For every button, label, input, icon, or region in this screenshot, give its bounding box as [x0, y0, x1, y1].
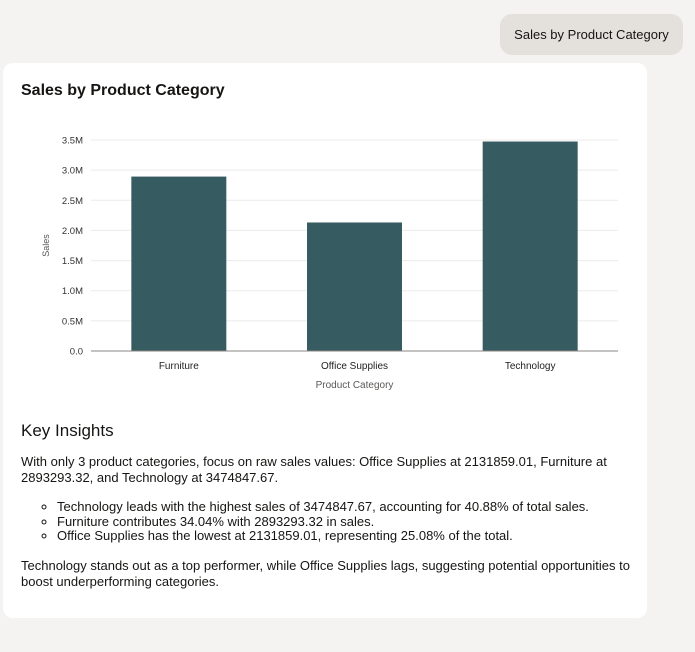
y-tick-label: 2.5M [62, 196, 83, 207]
x-tick-label: Furniture [159, 361, 199, 372]
insights-bullet-list: Technology leads with the highest sales … [21, 499, 633, 544]
insight-bullet: Furniture contributes 34.04% with 289329… [57, 514, 633, 530]
response-card: Sales by Product Category 0.0 0.5M 1.0M 1.5… [3, 63, 647, 618]
insight-bullet: Office Supplies has the lowest at 213185… [57, 528, 633, 544]
bar-technology [482, 141, 578, 351]
user-message-bubble: Sales by Product Category [500, 14, 683, 55]
y-tick-label: 1.5M [62, 256, 83, 267]
y-tick-label: 3.0M [62, 166, 83, 177]
y-tick-label: 0.0 [70, 347, 83, 358]
insight-bullet: Technology leads with the highest sales … [57, 499, 633, 515]
y-tick-label: 0.5M [62, 316, 83, 327]
insights-intro: With only 3 product categories, focus on… [21, 454, 607, 485]
bar-furniture [131, 176, 227, 351]
insights-heading: Key Insights [21, 421, 114, 440]
chart-title: Sales by Product Category [21, 82, 225, 99]
bar-office-supplies [307, 222, 402, 351]
x-tick-label: Technology [505, 361, 556, 372]
x-axis-title: Product Category [316, 380, 394, 391]
y-tick-label: 1.0M [62, 286, 83, 297]
bar-chart: 0.0 0.5M 1.0M 1.5M 2.0M 2.5M 3.0M 3.5M Furniture… [41, 136, 618, 391]
x-tick-label: Office Supplies [321, 361, 388, 372]
insights-closing: Technology stands out as a top performer… [21, 558, 630, 589]
y-tick-label: 2.0M [62, 226, 83, 237]
y-axis-title: Sales [41, 234, 51, 257]
y-tick-label: 3.5M [62, 136, 83, 147]
